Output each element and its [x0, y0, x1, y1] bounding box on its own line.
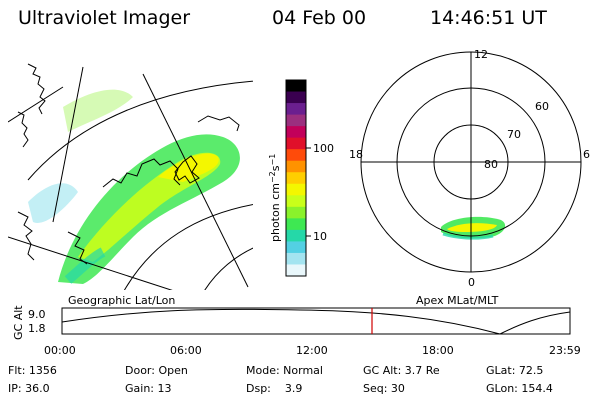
colorbar-tick-label: 100	[313, 142, 334, 155]
colorbar-tick-label: 10	[313, 230, 327, 243]
time-tick-label: 06:00	[170, 344, 202, 357]
colorbar-cell	[286, 252, 306, 266]
colorbar-cell	[286, 218, 306, 231]
colorbar-cell	[286, 183, 306, 196]
time-tick-label: 18:00	[422, 344, 454, 357]
colorbar-cell	[286, 172, 306, 185]
info-flt: Flt: 1356	[8, 364, 57, 377]
colorbar-cell	[286, 137, 306, 150]
colorbar-cell	[286, 80, 306, 93]
altitude-strip: 9.0 1.8 GC Alt	[12, 305, 571, 340]
mlt-label-midnight: 0	[468, 276, 475, 289]
colorbar-cell	[286, 229, 306, 243]
info-mode: Mode: Normal	[246, 364, 323, 377]
mlt-label-dawn: 6	[583, 148, 590, 161]
polar-grid	[360, 51, 582, 273]
altitude-curve	[61, 308, 571, 335]
polar-mlat-mlt-panel: 12 18 6 0 60 70 80	[349, 48, 590, 289]
info-ip: IP: 36.0	[8, 382, 50, 395]
auroral-oval-geo	[28, 89, 240, 284]
geo-panel-caption: Geographic Lat/Lon	[68, 294, 176, 307]
geographic-image-panel	[8, 63, 253, 290]
time-tick-label: 23:59	[549, 344, 581, 357]
auroral-oval-polar	[441, 216, 506, 240]
mlat-label-80: 80	[484, 158, 498, 171]
colorbar-cell	[286, 114, 306, 127]
colorbar-cell	[286, 126, 306, 139]
polar-panel-caption: Apex MLat/MLT	[416, 294, 499, 307]
colorbar-cell	[286, 264, 306, 277]
alt-tick-label: 9.0	[28, 308, 46, 321]
colorbar-cell	[286, 149, 306, 162]
info-glon: GLon: 154.4	[486, 382, 553, 395]
colorbar: 100 10 photon cm−2s−1	[268, 79, 334, 277]
instrument-title: Ultraviolet Imager	[18, 7, 191, 29]
colorbar-cell	[286, 91, 306, 104]
info-seq: Seq: 30	[363, 382, 405, 395]
mlat-label-70: 70	[507, 128, 521, 141]
observation-date: 04 Feb 00	[272, 7, 367, 29]
info-glat: GLat: 72.5	[486, 364, 544, 377]
info-door: Door: Open	[125, 364, 188, 377]
colorbar-frame	[285, 79, 307, 277]
observation-time: 14:46:51 UT	[430, 7, 547, 29]
coastline-outline	[17, 63, 240, 265]
alt-axis-label: GC Alt	[12, 305, 25, 340]
mlt-label-noon: 12	[474, 48, 488, 61]
colorbar-units-label: photon cm−2s−1	[268, 154, 283, 242]
mlt-label-dusk: 18	[349, 148, 363, 161]
info-gc-alt: GC Alt: 3.7 Re	[363, 364, 440, 377]
colorbar-cell	[286, 195, 306, 208]
colorbar-cell	[286, 206, 306, 219]
info-gain: Gain: 13	[125, 382, 172, 395]
colorbar-cell	[286, 241, 306, 254]
altitude-plot-frame	[61, 307, 571, 335]
time-tick-label: 00:00	[44, 344, 76, 357]
alt-tick-label: 1.8	[28, 322, 46, 335]
colorbar-cell	[286, 103, 306, 116]
time-tick-label: 12:00	[296, 344, 328, 357]
colorbar-cell	[286, 160, 306, 173]
info-dsp: Dsp: 3.9	[246, 382, 303, 395]
mlat-label-60: 60	[535, 100, 549, 113]
colorbar-scale	[286, 80, 306, 277]
